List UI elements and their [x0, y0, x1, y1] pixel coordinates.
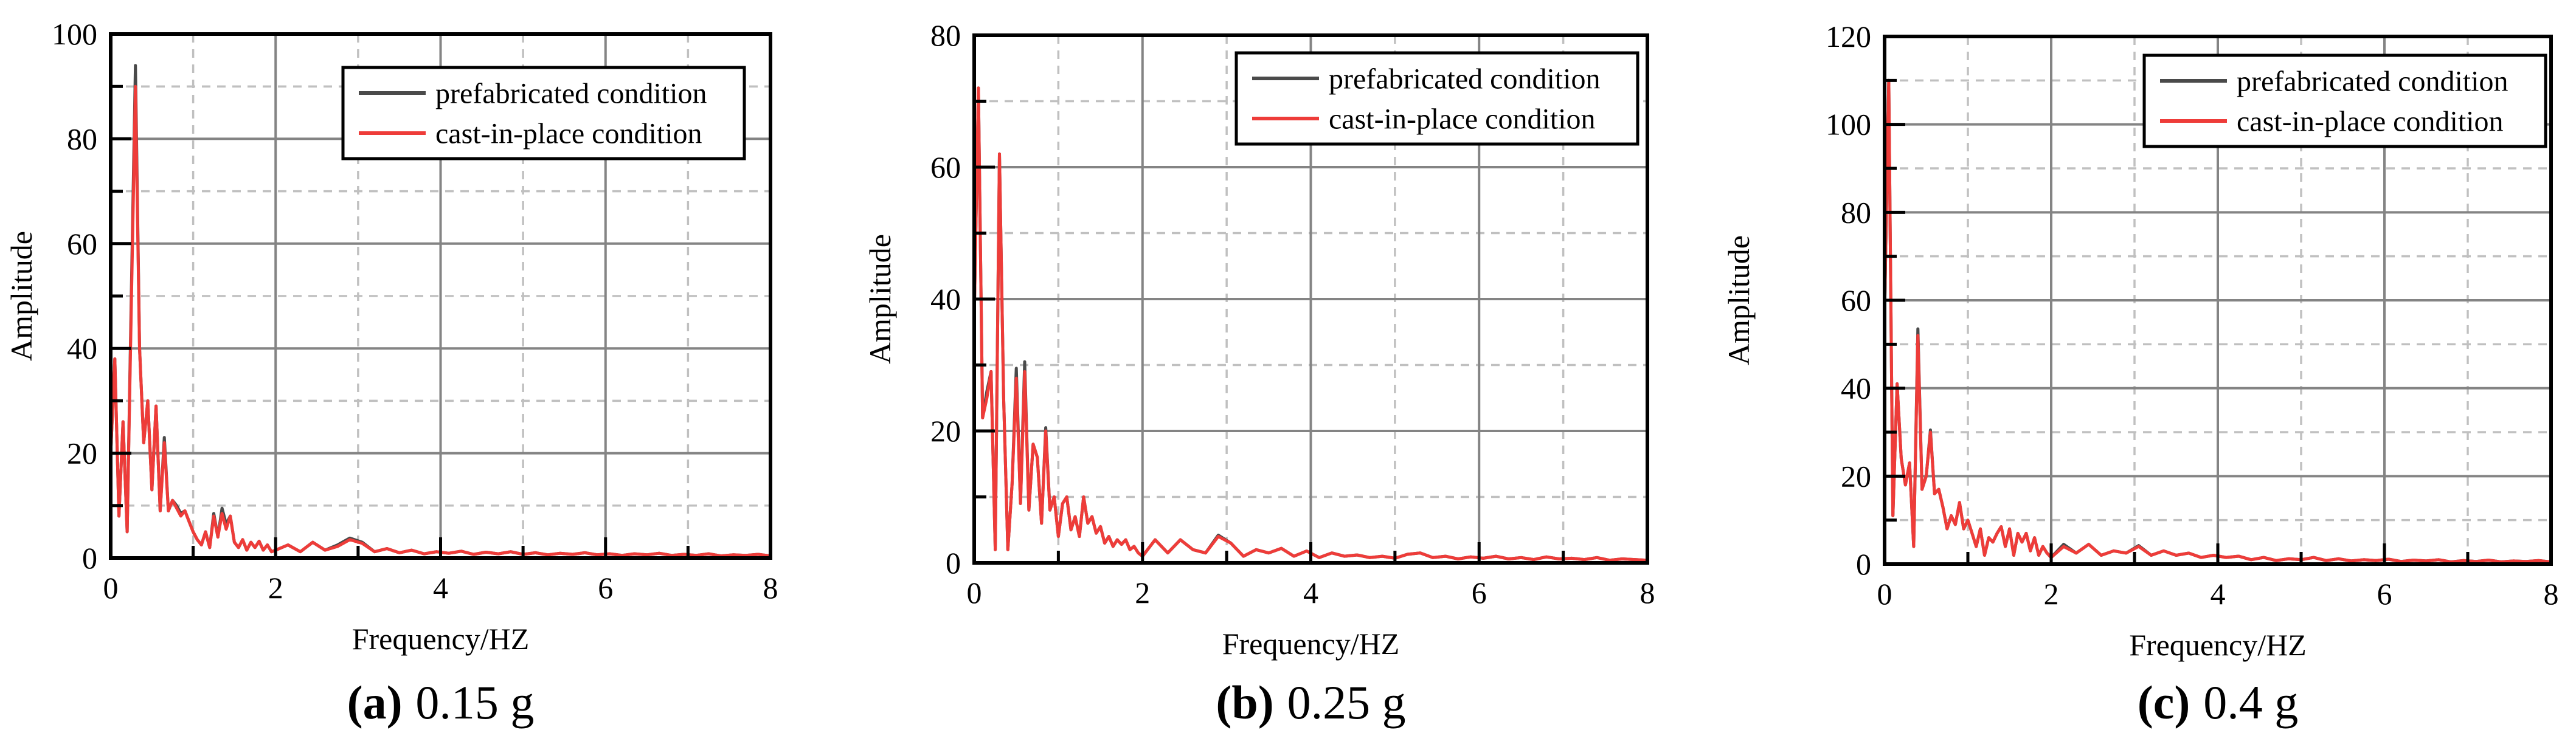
- y-tick-label: 60: [930, 150, 961, 184]
- x-tick-label: 4: [2211, 577, 2226, 611]
- y-tick-label: 80: [930, 18, 961, 52]
- legend-box: [341, 66, 746, 160]
- axis-ticks: [1885, 78, 2470, 564]
- y-tick-label: 0: [82, 541, 97, 575]
- x-tick-label: 2: [1135, 576, 1150, 610]
- y-tick-label: 60: [67, 227, 97, 261]
- legend-label: cast-in-place condition: [1329, 103, 1596, 135]
- x-tick-labels: 0 2 4 6 8: [967, 576, 1655, 610]
- y-axis-title: Amplitude: [4, 231, 38, 361]
- legend-label: prefabricated condition: [1329, 63, 1600, 95]
- x-tick-label: 8: [763, 571, 778, 605]
- y-tick-label: 0: [946, 546, 961, 580]
- y-tick-label: 80: [1841, 195, 1871, 229]
- spectrum-chart-panel-c: 0 2 4 6 8 0 20 40 60 80 100 120 Frequency/HZ Amplitud…: [1717, 0, 2576, 744]
- x-tick-label: 6: [1472, 576, 1487, 610]
- x-axis-title: Frequency/HZ: [352, 622, 530, 656]
- axis-ticks: [974, 100, 1565, 563]
- x-tick-label: 2: [2044, 577, 2059, 611]
- y-tick-label: 0: [1856, 547, 1871, 581]
- y-tick-label: 40: [1841, 371, 1871, 405]
- x-tick-label: 8: [1640, 576, 1655, 610]
- y-tick-labels: 0 20 40 60 80 100: [52, 17, 97, 575]
- legend: prefabricated condition cast-in-place con…: [2142, 53, 2547, 148]
- y-tick-label: 120: [1826, 19, 1871, 53]
- y-tick-label: 100: [1826, 108, 1871, 142]
- caption-label-a: (a): [347, 676, 403, 729]
- legend-box: [1234, 51, 1639, 146]
- x-tick-label: 8: [2544, 577, 2559, 611]
- caption-label-b: (b): [1216, 676, 1274, 729]
- x-tick-label: 4: [433, 571, 448, 605]
- y-tick-labels: 0 20 40 60 80 100 120: [1826, 19, 1871, 581]
- x-axis-title: Frequency/HZ: [1222, 627, 1400, 661]
- caption-label-c: (c): [2137, 676, 2190, 729]
- x-tick-labels: 0 2 4 6 8: [103, 571, 778, 605]
- y-axis-title: Amplitude: [1722, 235, 1756, 365]
- y-tick-label: 40: [930, 282, 961, 316]
- x-tick-label: 4: [1303, 576, 1318, 610]
- legend-label: cast-in-place condition: [2237, 105, 2504, 137]
- legend-label: cast-in-place condition: [435, 117, 702, 150]
- chart-plot-a: 0 2 4 6 8020406080100Frequency/HZAmplitudepr…: [4, 17, 778, 656]
- spectrum-chart-panel-b: 0 2 4 6 8 0 20 40 60 80 Frequency/HZ Amplitude prefa…: [859, 0, 1717, 744]
- y-axis-title: Amplitude: [863, 234, 897, 364]
- legend: prefabricated condition cast-in-place con…: [341, 66, 746, 160]
- caption-c: (c) 0.4 g: [1717, 666, 2576, 744]
- legend-box: [2142, 53, 2547, 148]
- x-tick-label: 0: [1877, 577, 1892, 611]
- x-tick-label: 6: [2377, 577, 2392, 611]
- x-tick-labels: 0 2 4 6 8: [1877, 577, 2559, 611]
- legend: prefabricated condition cast-in-place con…: [1234, 51, 1639, 146]
- y-tick-label: 80: [67, 122, 97, 156]
- caption-b: (b) 0.25 g: [859, 666, 1717, 744]
- y-tick-label: 20: [930, 414, 961, 448]
- y-tick-label: 20: [67, 436, 97, 470]
- x-tick-label: 0: [103, 571, 119, 605]
- caption-value-a: 0.15 g: [415, 676, 535, 729]
- chart-plot-c: 0 2 4 6 8020406080100120Frequency/HZAmplitud…: [1722, 19, 2559, 662]
- y-tick-label: 100: [52, 17, 97, 51]
- caption-value-c: 0.4 g: [2203, 676, 2299, 729]
- axis-ticks: [111, 84, 690, 558]
- x-axis-title: Frequency/HZ: [2129, 628, 2307, 662]
- x-tick-label: 6: [598, 571, 613, 605]
- y-tick-label: 20: [1841, 459, 1871, 493]
- caption-value-b: 0.25 g: [1287, 676, 1406, 729]
- legend-label: prefabricated condition: [2237, 65, 2508, 97]
- spectrum-chart-panel-a: 0 2 4 6 8 0 20 40 60 80 100 Frequency/HZ Amplitude pr…: [0, 0, 859, 744]
- x-tick-label: 2: [268, 571, 283, 605]
- y-tick-label: 40: [67, 331, 97, 365]
- x-tick-label: 0: [967, 576, 982, 610]
- legend-label: prefabricated condition: [435, 77, 707, 109]
- caption-a: (a) 0.15 g: [0, 666, 859, 744]
- y-tick-labels: 0 20 40 60 80: [930, 18, 961, 580]
- chart-plot-b: 0 2 4 6 8020406080Frequency/HZAmplitudeprefa…: [863, 18, 1655, 661]
- y-tick-label: 60: [1841, 283, 1871, 317]
